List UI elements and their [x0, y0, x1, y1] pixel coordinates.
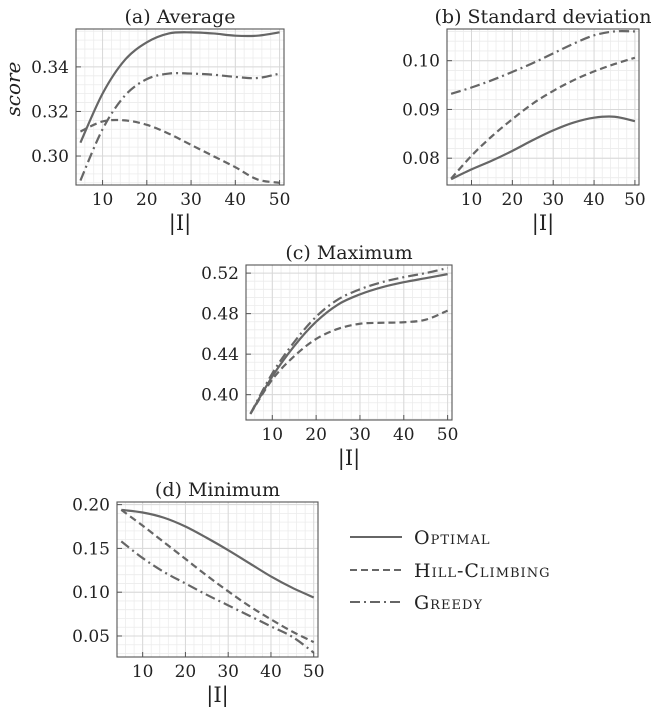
x-tick-label: 20: [502, 190, 524, 210]
series-line-optimal: [121, 508, 315, 599]
x-tick-label: 10: [132, 662, 154, 682]
minor-grid: [245, 265, 452, 420]
x-tick-label: 30: [180, 190, 202, 210]
panel-minimum: 10 20 30 40 50 0.05 0.10 0.15 0.20 (d) Minimum |I|: [72, 479, 324, 708]
series-line-optimal: [249, 273, 448, 415]
panel-standard-deviation: 10 20 30 40 50 0.08 0.09 0.10 (b) Standard devia…: [402, 6, 651, 236]
plot-frame: [75, 28, 285, 186]
legend-label-greedy: Greedy: [414, 592, 483, 614]
y-tick-label: 0.44: [201, 345, 239, 365]
minor-grid: [446, 29, 639, 185]
minor-grid: [75, 29, 284, 185]
series-line-optimal: [79, 31, 280, 144]
series-line-hill-climbing: [120, 508, 315, 644]
x-tick-label: 50: [437, 425, 459, 445]
minor-grid: [116, 502, 318, 657]
y-tick-label: 0.52: [201, 264, 239, 284]
x-tick-label: 40: [393, 425, 415, 445]
y-axis-label: score: [1, 62, 25, 117]
x-axis-label: |I|: [338, 446, 360, 471]
x-tick-label: 40: [583, 190, 605, 210]
major-grid: [246, 265, 452, 420]
series-line-hill-climbing: [79, 118, 280, 184]
x-tick-label: 10: [92, 190, 114, 210]
plot-frame: [116, 501, 319, 658]
chart-title: (c) Maximum: [285, 242, 412, 264]
y-tick-label: 0.08: [402, 149, 440, 169]
chart-title: (a) Average: [125, 6, 236, 28]
y-tick-label: 0.34: [31, 58, 69, 78]
x-tick-label: 50: [303, 662, 325, 682]
legend-label-hill-climbing: Hill-Climbing: [414, 560, 550, 582]
x-tick-label: 10: [461, 190, 483, 210]
major-grid: [76, 29, 284, 185]
y-tick-label: 0.20: [72, 496, 110, 516]
x-axis-label: |I|: [532, 211, 554, 236]
panel-average: 10 20 30 40 50 0.30 0.32 0.34 (a) Average |I| scor…: [1, 6, 290, 236]
x-tick-label: 20: [136, 190, 158, 210]
x-axis-label: |I|: [206, 683, 228, 708]
x-tick-label: 30: [542, 190, 564, 210]
y-tick-label: 0.32: [31, 102, 69, 122]
legend-label-optimal: Optimal: [414, 527, 490, 549]
y-tick-label: 0.15: [72, 539, 110, 559]
y-tick-label: 0.10: [402, 52, 440, 72]
chart-title: (d) Minimum: [155, 479, 280, 501]
chart-title: (b) Standard deviation: [435, 6, 652, 28]
series-line-greedy: [79, 72, 280, 181]
major-grid: [447, 29, 639, 185]
series-line-hill-climbing: [450, 56, 636, 180]
y-tick-label: 0.30: [31, 147, 69, 167]
y-tick-label: 0.10: [72, 583, 110, 603]
x-tick-label: 20: [175, 662, 197, 682]
x-axis-label: |I|: [169, 211, 191, 236]
major-grid: [117, 502, 318, 657]
series-line-hill-climbing: [249, 309, 449, 415]
y-tick-label: 0.05: [72, 627, 110, 647]
plot-frame: [245, 264, 453, 421]
series-line-optimal: [450, 115, 636, 181]
y-tick-label: 0.09: [402, 100, 440, 120]
y-tick-label: 0.48: [201, 305, 239, 325]
x-tick-label: 20: [305, 425, 327, 445]
x-tick-label: 40: [260, 662, 282, 682]
x-tick-label: 30: [349, 425, 371, 445]
panel-maximum: 10 20 30 40 50 0.40 0.44 0.48 0.52 (c) Maximum |I|: [201, 242, 458, 471]
x-tick-label: 50: [624, 190, 646, 210]
x-tick-label: 10: [261, 425, 283, 445]
x-tick-label: 50: [269, 190, 291, 210]
y-tick-label: 0.40: [201, 386, 239, 406]
plot-frame: [446, 28, 640, 186]
legend: Optimal Hill-Climbing Greedy: [350, 527, 550, 614]
series-line-greedy: [249, 266, 448, 415]
x-tick-label: 40: [224, 190, 246, 210]
series-line-greedy: [120, 540, 315, 654]
series-line-greedy: [450, 30, 635, 95]
x-tick-label: 30: [217, 662, 239, 682]
